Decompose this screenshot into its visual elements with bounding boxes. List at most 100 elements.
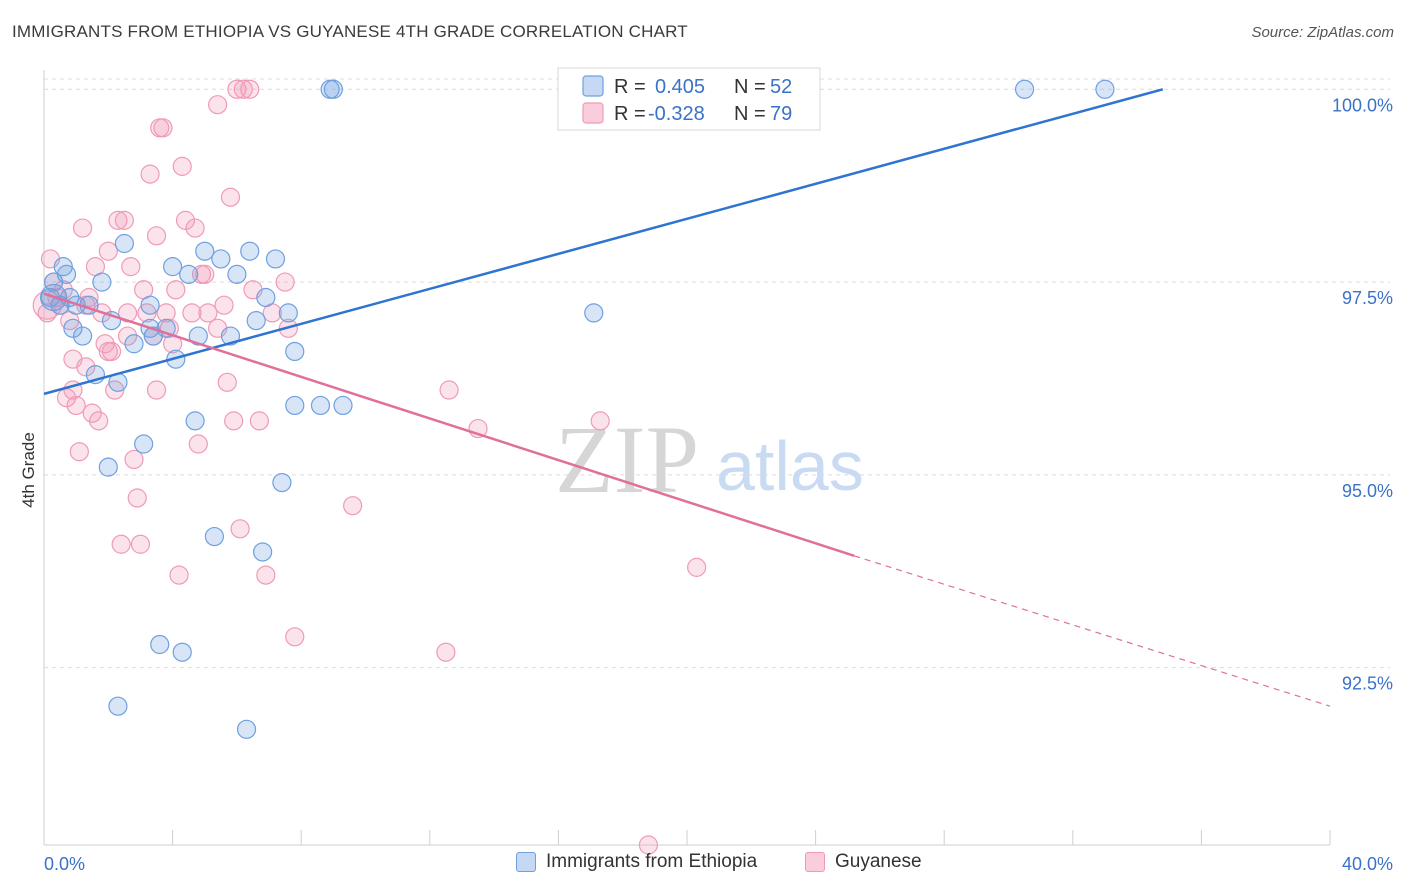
point-guyanese-76 — [156, 303, 176, 323]
legend-label-ethiopia: Immigrants from Ethiopia — [546, 851, 758, 872]
trendline-guyanese-extension — [853, 555, 1331, 707]
point-guyanese-71 — [687, 557, 707, 577]
point-ethiopia-35 — [253, 542, 273, 562]
legend-n-value-1: 52 — [770, 76, 792, 98]
point-guyanese-28 — [127, 488, 147, 508]
point-guyanese-66 — [343, 496, 363, 516]
watermark-atlas: atlas — [716, 427, 864, 505]
y-tick-label-1: 97.5% — [1342, 288, 1393, 308]
point-ethiopia-21 — [163, 257, 183, 277]
point-ethiopia-15 — [124, 334, 144, 354]
point-guyanese-61 — [256, 565, 276, 585]
point-guyanese-21 — [105, 380, 125, 400]
x-tick-labels: 0.0% 40.0% — [44, 854, 1393, 874]
point-guyanese-22 — [108, 210, 128, 230]
point-guyanese-70 — [590, 411, 610, 431]
legend-n-label-2: N = — [734, 103, 766, 125]
legend-r-value-2: -0.328 — [648, 103, 705, 125]
point-guyanese-41 — [169, 565, 189, 585]
legend-n-value-2: 79 — [770, 103, 792, 125]
y-axis-label: 4th Grade — [19, 432, 38, 508]
point-ethiopia-31 — [227, 264, 247, 284]
point-ethiopia-39 — [278, 303, 298, 323]
point-guyanese-10 — [69, 442, 89, 462]
y-tick-label-2: 95.0% — [1342, 481, 1393, 501]
legend-item-ethiopia: Immigrants from Ethiopia — [516, 851, 757, 873]
legend-swatch-guyanese-bottom — [805, 852, 825, 872]
point-guyanese-54 — [224, 411, 244, 431]
point-guyanese-46 — [188, 434, 208, 454]
point-guyanese-16 — [89, 411, 109, 431]
point-guyanese-45 — [185, 218, 205, 238]
x-tick-label-0: 0.0% — [44, 854, 85, 874]
point-guyanese-56 — [230, 519, 250, 539]
point-guyanese-23 — [111, 534, 131, 554]
legend-n-label-1: N = — [734, 76, 766, 98]
point-ethiopia-24 — [179, 264, 199, 284]
point-ethiopia-28 — [204, 526, 224, 547]
point-guyanese-43 — [175, 210, 196, 230]
point-guyanese-51 — [214, 295, 234, 315]
point-ethiopia-30 — [220, 326, 241, 346]
point-guyanese-40 — [166, 280, 186, 300]
point-ethiopia-23 — [172, 642, 192, 662]
point-ethiopia-6 — [63, 318, 83, 338]
point-guyanese-18 — [95, 334, 115, 354]
point-guyanese-9 — [66, 395, 86, 416]
trend-lines — [43, 88, 1331, 707]
point-guyanese-42 — [172, 156, 192, 176]
axes — [43, 70, 1331, 846]
point-ethiopia-14 — [114, 233, 134, 254]
y-tick-labels: 100.0% 97.5% 95.0% 92.5% — [1332, 95, 1393, 693]
legend-r-value-1: 0.405 — [655, 76, 705, 98]
point-guyanese-37 — [153, 118, 173, 138]
point-ethiopia-48 — [1095, 79, 1115, 99]
point-guyanese-58 — [240, 79, 260, 99]
point-ethiopia-34 — [246, 311, 266, 331]
point-guyanese-53 — [220, 187, 241, 207]
point-guyanese-65 — [285, 627, 305, 647]
legend-item-guyanese: Guyanese — [805, 851, 922, 873]
point-ethiopia-19 — [150, 634, 170, 655]
point-ethiopia-43 — [323, 79, 343, 99]
point-ethiopia-5 — [60, 287, 80, 308]
watermark: ZIP atlas — [555, 406, 864, 513]
point-guyanese-63 — [275, 272, 295, 292]
point-guyanese-68 — [439, 380, 459, 400]
watermark-zip: ZIP — [555, 406, 699, 513]
point-guyanese-67 — [436, 642, 456, 662]
correlation-legend: R = 0.405 N = 52 R = -0.328 N = 79 — [557, 67, 821, 131]
point-guyanese-26 — [121, 257, 141, 277]
point-ethiopia-45 — [333, 395, 353, 416]
point-guyanese-52 — [217, 372, 237, 392]
point-ethiopia-41 — [285, 395, 305, 416]
point-ethiopia-36 — [256, 287, 276, 308]
point-ethiopia-47 — [1014, 79, 1035, 99]
point-ethiopia-25 — [185, 411, 205, 431]
point-ethiopia-4 — [56, 264, 77, 284]
point-ethiopia-10 — [92, 272, 112, 292]
point-guyanese-48 — [198, 303, 218, 323]
point-guyanese-25 — [117, 326, 138, 346]
point-guyanese-31 — [137, 303, 157, 323]
point-guyanese-14 — [82, 403, 102, 423]
legend-swatch-guyanese — [582, 102, 604, 124]
point-ethiopia-29 — [211, 249, 231, 269]
point-guyanese-72 — [638, 835, 659, 855]
point-ethiopia-46 — [584, 303, 604, 323]
point-ethiopia-16 — [134, 434, 154, 454]
point-ethiopia-38 — [272, 472, 292, 493]
point-guyanese-24 — [114, 210, 134, 230]
point-guyanese-11 — [72, 218, 93, 238]
point-ethiopia-11 — [98, 457, 118, 477]
point-ethiopia-26 — [188, 326, 208, 346]
point-guyanese-29 — [130, 534, 151, 554]
point-guyanese-27 — [124, 449, 144, 470]
legend-label-guyanese: Guyanese — [835, 851, 922, 872]
trendline-guyanese — [43, 292, 855, 558]
series-legend: Immigrants from Ethiopia Guyanese — [0, 851, 1406, 881]
point-ethiopia-44 — [310, 395, 331, 416]
x-tick-label-1: 40.0% — [1342, 854, 1393, 874]
grid-lines — [44, 78, 1390, 669]
